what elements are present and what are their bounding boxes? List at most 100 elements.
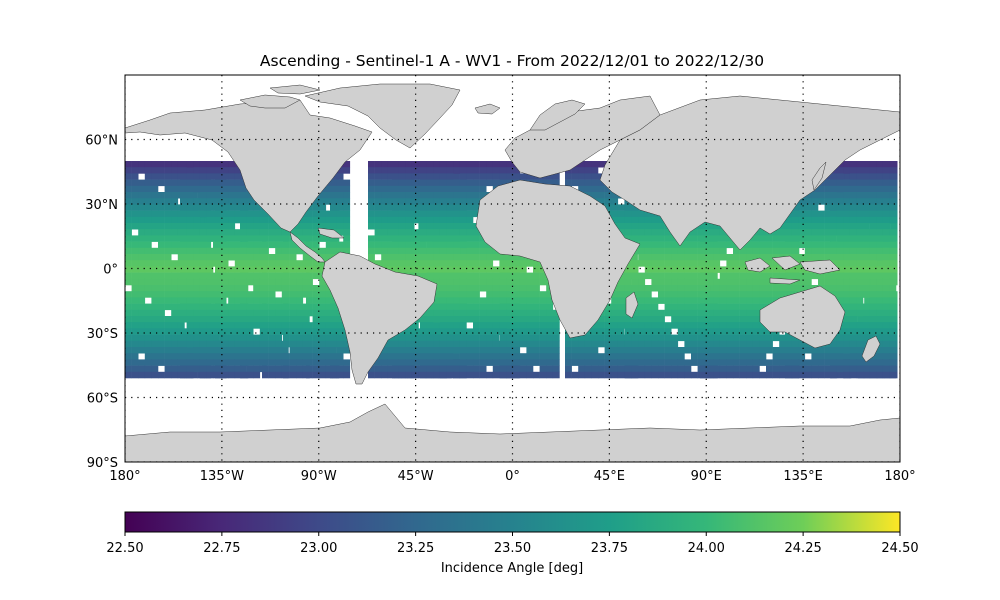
swath-cell [275, 297, 283, 304]
swath-cell [677, 297, 685, 304]
swath-cell [811, 216, 819, 224]
swath-cell [664, 322, 672, 329]
swath-cell [215, 235, 222, 242]
swath-cell [186, 260, 194, 267]
swath-cell [125, 241, 132, 249]
swath-cell [387, 347, 395, 354]
swath-cell [131, 334, 139, 342]
swath-cell [625, 210, 632, 218]
swath-cell [546, 365, 554, 373]
swath-cell [392, 359, 399, 366]
swath-cell [199, 210, 207, 218]
swath-cell [473, 340, 480, 348]
swath-cell [625, 347, 632, 354]
swath-cell [578, 167, 586, 174]
swath-cell [186, 303, 194, 311]
swath-cell [125, 260, 132, 267]
swath-cell [638, 334, 646, 342]
swath-cell [246, 247, 254, 255]
swath-cell [411, 353, 419, 360]
swath-cell [552, 179, 560, 187]
swath-cell [539, 278, 547, 286]
swath-cell [453, 266, 461, 273]
swath-cell [199, 223, 207, 230]
swath-cell [221, 285, 229, 292]
swath-cell [785, 235, 792, 242]
swath-cell [206, 359, 214, 366]
swath-cell [798, 347, 806, 354]
swath-cell [228, 185, 236, 193]
swath-cell [453, 185, 461, 193]
swath-cell [306, 223, 313, 230]
swath-cell [283, 266, 290, 273]
swath-cell [262, 316, 269, 323]
swath-cell [571, 167, 579, 174]
swath-cell [138, 309, 146, 317]
swath-cell [158, 278, 165, 286]
swath-cell [440, 340, 447, 348]
swath-cell [706, 297, 714, 304]
swath-cell [611, 334, 619, 342]
swath-cell [151, 247, 159, 255]
swath-cell [164, 204, 172, 211]
swath-cell [811, 210, 819, 218]
swath-cell [268, 322, 276, 329]
swath-cell [234, 297, 242, 304]
swath-cell [882, 167, 890, 174]
swath-cell [658, 359, 665, 366]
swath-cell [766, 371, 773, 379]
swath-cell [638, 285, 646, 292]
swath-cell [215, 198, 222, 205]
swath-cell [486, 328, 494, 335]
swath-cell [387, 254, 395, 261]
swath-cell [500, 309, 507, 317]
swath-cell [584, 353, 592, 360]
swath-cell [513, 303, 521, 311]
swath-cell [446, 223, 454, 230]
swath-cell [500, 359, 507, 366]
swath-cell [779, 359, 787, 366]
swath-cell [772, 291, 780, 298]
swath-cell [325, 297, 333, 304]
swath-cell [811, 353, 819, 360]
swath-cell [262, 235, 269, 242]
swath-cell [691, 247, 698, 255]
swath-cell [420, 161, 427, 168]
swath-cell [411, 204, 419, 211]
swath-cell [617, 328, 625, 335]
swath-cell [221, 210, 229, 218]
swath-cell [234, 359, 242, 366]
swath-cell [479, 185, 487, 193]
swath-cell [131, 179, 139, 187]
swath-cell [368, 235, 375, 242]
swath-cell [719, 322, 727, 329]
swath-cell [856, 185, 864, 193]
swath-cell [644, 309, 652, 317]
swath-cell [158, 204, 165, 211]
swath-cell [144, 285, 152, 292]
swath-cell [411, 167, 419, 174]
swath-cell [752, 291, 760, 298]
swath-cell [719, 309, 727, 317]
swath-cell [158, 303, 165, 311]
swath-cell [798, 371, 806, 379]
swath-cell [546, 291, 554, 298]
swath-cell [180, 297, 187, 304]
swath-cell [459, 161, 467, 168]
swath-cell [343, 247, 351, 255]
swath-cell [433, 266, 441, 273]
swath-cell [240, 365, 247, 373]
swath-cell [306, 309, 313, 317]
swath-cell [631, 359, 639, 366]
swath-cell [125, 161, 132, 168]
swath-cell [405, 192, 413, 199]
swath-cell [772, 266, 780, 273]
swath-cell [330, 353, 337, 360]
swath-cell [818, 254, 825, 261]
swath-cell [193, 260, 201, 267]
swath-cell [706, 316, 714, 323]
swath-cell [144, 353, 152, 360]
swath-cell [186, 247, 194, 255]
swath-cell [466, 185, 474, 193]
swath-cell [638, 216, 646, 224]
